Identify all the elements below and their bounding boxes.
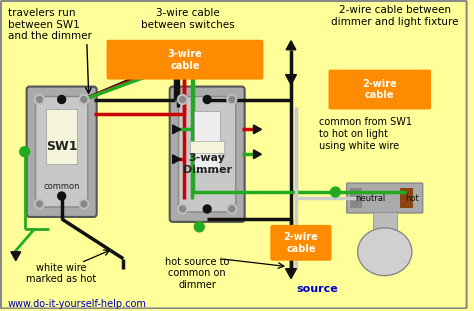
FancyBboxPatch shape [1,1,466,309]
Polygon shape [286,75,296,85]
Bar [46,109,77,164]
Polygon shape [254,125,262,134]
Text: common from SW1
to hot on light
using white wire: common from SW1 to hot on light using wh… [319,118,411,151]
Circle shape [58,192,65,200]
Circle shape [180,96,185,103]
Circle shape [227,95,237,104]
Circle shape [36,201,42,207]
FancyBboxPatch shape [179,96,236,212]
Circle shape [194,222,204,232]
FancyBboxPatch shape [27,86,97,217]
Text: 3-wire cable
between switches: 3-wire cable between switches [141,8,234,30]
Circle shape [203,95,211,104]
Circle shape [35,199,45,209]
Circle shape [79,95,89,104]
Text: 3-wire
cable: 3-wire cable [168,49,202,71]
Bar [400,188,413,208]
Circle shape [203,205,211,213]
Circle shape [180,206,185,212]
Text: SW1: SW1 [46,140,77,153]
Text: travelers run
between SW1
and the dimmer: travelers run between SW1 and the dimmer [8,8,92,41]
Text: neutral: neutral [355,193,385,202]
Circle shape [178,95,187,104]
Polygon shape [286,269,296,279]
Bar [350,188,362,208]
Polygon shape [173,155,181,164]
Circle shape [36,96,42,103]
Circle shape [35,95,45,104]
Polygon shape [254,150,262,159]
Bar [373,212,397,230]
FancyBboxPatch shape [36,96,88,207]
Circle shape [79,199,89,209]
FancyBboxPatch shape [107,40,264,80]
Bar [194,111,220,171]
Text: common: common [44,182,80,191]
Circle shape [20,147,29,157]
Circle shape [229,206,235,212]
Text: 3-way
Dimmer: 3-way Dimmer [182,153,232,175]
Text: 2-wire
cable: 2-wire cable [283,232,318,253]
Text: www.do-it-yourself-help.com: www.do-it-yourself-help.com [8,299,147,309]
FancyBboxPatch shape [170,86,245,222]
Circle shape [229,96,235,103]
Bar [191,141,224,153]
Circle shape [178,204,187,214]
FancyBboxPatch shape [347,183,423,213]
Circle shape [81,96,87,103]
Circle shape [58,95,65,104]
Polygon shape [286,41,296,50]
Polygon shape [11,252,21,261]
Ellipse shape [357,228,412,276]
Text: 2-wire
cable: 2-wire cable [363,79,397,100]
Circle shape [330,187,340,197]
FancyBboxPatch shape [270,225,331,261]
Text: white wire
marked as hot: white wire marked as hot [26,263,96,284]
Text: hot: hot [405,193,419,202]
Circle shape [227,204,237,214]
Text: hot source to
common on
dimmer: hot source to common on dimmer [165,257,229,290]
Circle shape [81,201,87,207]
Text: 2-wire cable between
dimmer and light fixture: 2-wire cable between dimmer and light fi… [331,5,458,26]
FancyBboxPatch shape [328,70,431,109]
Text: source: source [296,284,337,294]
Polygon shape [173,125,181,134]
